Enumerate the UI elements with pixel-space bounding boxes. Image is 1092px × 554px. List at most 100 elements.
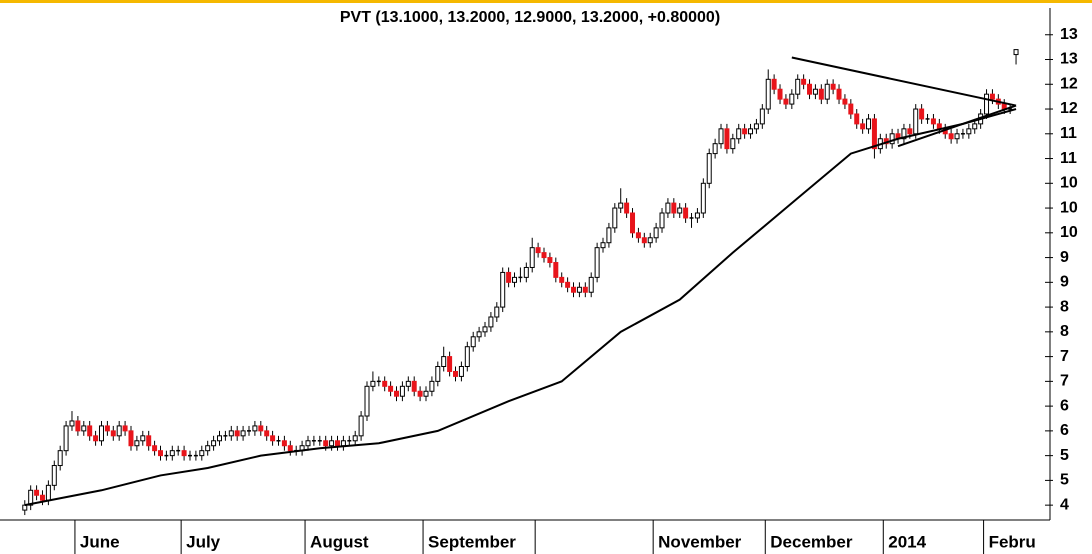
candle-body bbox=[913, 108, 919, 135]
candle-body bbox=[777, 88, 783, 100]
candle-body bbox=[358, 415, 364, 437]
candle-body bbox=[75, 420, 81, 432]
candle-body bbox=[394, 390, 400, 397]
candle-body bbox=[907, 128, 913, 135]
candle-body bbox=[736, 128, 742, 140]
y-tick-label: 9 bbox=[1060, 274, 1069, 291]
candle-body bbox=[228, 430, 234, 437]
candle-body bbox=[553, 262, 559, 278]
candle-body bbox=[45, 484, 51, 501]
candle-body bbox=[128, 430, 134, 447]
candle-body bbox=[647, 237, 653, 244]
y-tick-label: 8 bbox=[1060, 298, 1069, 315]
candle-body bbox=[801, 78, 807, 85]
candle-body bbox=[287, 445, 293, 452]
candle-body bbox=[759, 108, 765, 125]
y-tick-label: 11 bbox=[1060, 125, 1077, 142]
candle-body bbox=[812, 88, 818, 95]
x-tick-label: December bbox=[770, 532, 853, 551]
candle-body bbox=[28, 489, 34, 506]
candle-body bbox=[712, 143, 718, 155]
candle-body bbox=[352, 435, 358, 442]
candle-body bbox=[57, 450, 63, 467]
chart-title: PVT (13.1000, 13.2000, 12.9000, 13.2000,… bbox=[340, 9, 720, 26]
candle-body bbox=[364, 385, 370, 417]
candle-body bbox=[464, 346, 470, 368]
candle-body bbox=[972, 123, 978, 130]
candle-body bbox=[541, 252, 547, 259]
candle-body bbox=[417, 390, 423, 397]
candle-body bbox=[807, 83, 813, 95]
candle-body bbox=[234, 430, 240, 437]
candle-body bbox=[470, 336, 476, 348]
candle-body bbox=[140, 435, 146, 442]
y-tick-label: 4 bbox=[1060, 496, 1069, 513]
y-tick-label: 7 bbox=[1060, 373, 1069, 390]
candle-body bbox=[930, 118, 936, 125]
candle-body bbox=[535, 247, 541, 254]
y-tick-label: 8 bbox=[1060, 323, 1069, 340]
x-tick-label: August bbox=[310, 532, 369, 551]
candle-body bbox=[93, 435, 99, 442]
y-tick-label: 5 bbox=[1060, 447, 1069, 464]
candle-body bbox=[494, 306, 500, 318]
candle-body bbox=[63, 425, 69, 452]
candle-body bbox=[334, 440, 340, 447]
y-tick-label: 6 bbox=[1060, 422, 1069, 439]
candle-body bbox=[423, 390, 429, 397]
candle-body bbox=[724, 128, 730, 150]
y-tick-label: 11 bbox=[1060, 150, 1077, 167]
candle-body bbox=[612, 207, 618, 229]
candle-body bbox=[576, 286, 582, 293]
candle-body bbox=[706, 153, 712, 184]
candle-body bbox=[683, 207, 689, 219]
candle-body bbox=[700, 182, 706, 214]
candle-body bbox=[405, 380, 411, 387]
x-tick-label: September bbox=[428, 532, 516, 551]
candle-body bbox=[984, 93, 990, 115]
y-tick-label: 10 bbox=[1060, 224, 1078, 241]
trend-line bbox=[791, 56, 1017, 107]
candle-body bbox=[718, 128, 724, 145]
candle-body bbox=[264, 430, 270, 437]
candle-body bbox=[630, 212, 636, 234]
candle-body bbox=[594, 247, 600, 278]
candle-body bbox=[453, 370, 459, 377]
candle-body bbox=[588, 276, 594, 293]
y-tick-label: 9 bbox=[1060, 249, 1069, 266]
candle-body bbox=[635, 232, 641, 239]
y-tick-label: 5 bbox=[1060, 472, 1069, 489]
candle-body bbox=[305, 440, 311, 447]
candle-body bbox=[748, 128, 754, 135]
candle-body bbox=[104, 425, 110, 432]
candle-body bbox=[641, 237, 647, 244]
moving-average bbox=[24, 108, 1017, 507]
candle-body bbox=[211, 440, 217, 447]
candle-body bbox=[565, 281, 571, 288]
candle-body bbox=[110, 430, 116, 437]
y-tick-label: 10 bbox=[1060, 199, 1078, 216]
top-bar bbox=[0, 0, 1092, 3]
candle-body bbox=[34, 489, 40, 496]
candle-body bbox=[789, 93, 795, 105]
candle-body bbox=[653, 227, 659, 239]
candle-body bbox=[901, 128, 907, 140]
candle-body bbox=[600, 242, 606, 249]
candle-body bbox=[523, 266, 529, 278]
candle-body bbox=[488, 316, 494, 328]
candle-body bbox=[547, 257, 553, 264]
candle-body bbox=[252, 425, 258, 432]
candle-body bbox=[948, 133, 954, 140]
candle-body bbox=[240, 430, 246, 437]
candle-body bbox=[966, 128, 972, 135]
candle-body bbox=[399, 385, 405, 397]
candle-body bbox=[435, 366, 441, 382]
candle-body bbox=[954, 133, 960, 140]
candle-body bbox=[989, 93, 995, 100]
candle-body bbox=[447, 356, 453, 372]
candle-body bbox=[116, 425, 122, 437]
candle-body bbox=[169, 450, 175, 457]
candle-body bbox=[529, 247, 535, 268]
candle-body bbox=[836, 88, 842, 100]
candle-body bbox=[476, 331, 482, 338]
